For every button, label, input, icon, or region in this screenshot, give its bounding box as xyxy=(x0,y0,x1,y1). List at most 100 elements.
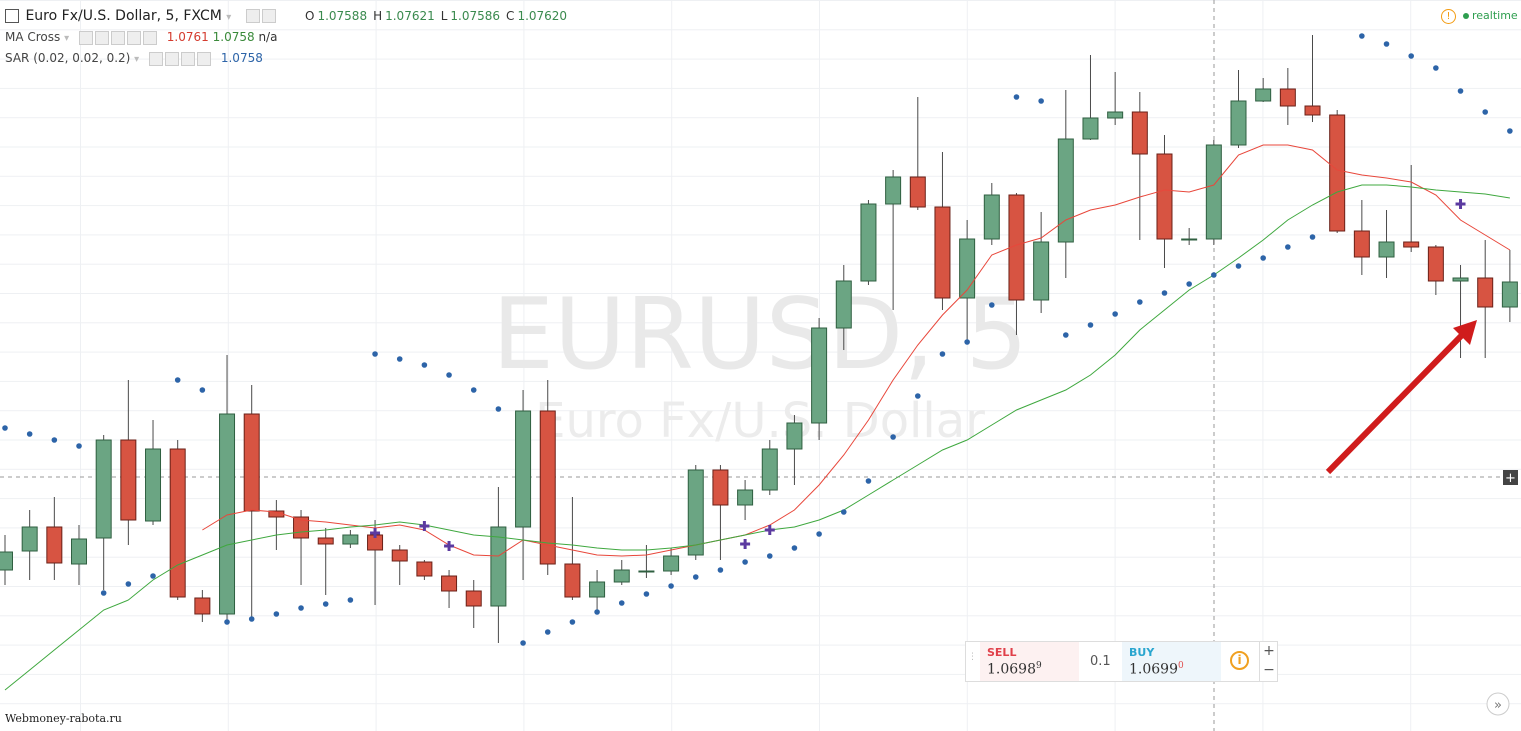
sar-dot xyxy=(421,362,428,368)
series-layer xyxy=(0,33,1518,691)
plus-icon: + xyxy=(1505,471,1516,486)
icon[interactable] xyxy=(110,30,125,45)
buy-button[interactable]: BUY 1.06990 xyxy=(1122,642,1221,681)
candle-body xyxy=(1230,100,1247,146)
icon[interactable] xyxy=(197,51,212,66)
sar-dot xyxy=(692,574,699,580)
candle-body xyxy=(416,561,433,577)
candle-body xyxy=(515,410,532,528)
dropdown[interactable]: ▾ xyxy=(134,54,140,65)
candle-body xyxy=(1378,241,1395,258)
sar-dot xyxy=(1087,322,1094,328)
arrow xyxy=(1325,329,1468,475)
candle-body xyxy=(1008,194,1025,301)
icon[interactable] xyxy=(165,51,180,66)
icon[interactable] xyxy=(78,30,93,45)
sell-price: 1.06989 xyxy=(987,661,1042,678)
sar-dot xyxy=(1063,332,1069,338)
sar-dot xyxy=(791,545,798,551)
candle-body xyxy=(219,413,236,615)
sar-dot xyxy=(668,583,674,589)
icon[interactable] xyxy=(126,30,141,45)
sar-dot xyxy=(717,567,724,573)
drag-handle[interactable]: ⋮⋮ xyxy=(968,652,986,662)
scroll-button[interactable] xyxy=(1486,692,1510,716)
cross-marker xyxy=(444,541,455,551)
price: 1.0698 xyxy=(987,661,1036,678)
header-row: Euro Fx/U.S. Dollar, 5, FXCM ▾ xyxy=(5,8,278,24)
candle-body xyxy=(0,551,13,571)
ohlc-key: C xyxy=(506,9,515,23)
size-buttons[interactable]: + − xyxy=(1259,642,1278,681)
crosshair-add-button[interactable] xyxy=(1503,470,1518,485)
info-button[interactable]: i xyxy=(1230,651,1249,670)
candle-body xyxy=(811,327,828,424)
icon[interactable] xyxy=(261,9,276,23)
warning-icon[interactable]: ! xyxy=(1441,9,1456,24)
candle-body xyxy=(46,526,63,564)
candle-body xyxy=(1057,138,1074,243)
candle-body xyxy=(786,422,803,450)
candle-body xyxy=(1107,111,1124,119)
ohlc-key: H xyxy=(373,9,383,23)
candle-body xyxy=(243,413,260,512)
ma-slow-value: 1.0758 xyxy=(212,30,255,44)
cross-marker xyxy=(370,528,381,538)
dropdown[interactable]: ▾ xyxy=(226,12,232,23)
sar-dot xyxy=(1211,272,1217,278)
icon[interactable] xyxy=(94,30,109,45)
candle-body xyxy=(1329,114,1346,232)
sar-dot xyxy=(643,591,650,597)
candle-body xyxy=(1304,105,1321,116)
moving-average-line xyxy=(202,144,1511,557)
sar-dot xyxy=(1507,128,1513,134)
sar-dot xyxy=(1038,98,1044,104)
sar-dot xyxy=(890,434,896,440)
sell-button[interactable]: SELL 1.06989 xyxy=(980,642,1079,681)
sar-dot xyxy=(174,377,181,383)
buy-price: 1.06990 xyxy=(1129,661,1184,678)
sar-dot xyxy=(26,431,33,437)
candle-body xyxy=(1033,241,1050,301)
sar-dot xyxy=(372,351,378,357)
candle-body xyxy=(712,469,729,506)
cross-marker xyxy=(1455,199,1466,209)
collapse-icon[interactable] xyxy=(5,9,19,23)
sar-dot xyxy=(298,605,304,611)
quantity[interactable]: 0.1 xyxy=(1090,654,1111,669)
candle-body xyxy=(1156,153,1173,240)
sar-dot xyxy=(1186,281,1192,287)
dropdown[interactable]: ▾ xyxy=(64,33,70,44)
sar-dot xyxy=(964,339,970,345)
sar-dot xyxy=(865,478,872,484)
ohlc-legend: O 1.07588 H 1.07621 L 1.07586 C 1.07620 xyxy=(305,9,573,23)
sar-dot xyxy=(914,393,921,399)
sell-label: SELL xyxy=(987,646,1017,659)
candle-body xyxy=(1477,277,1494,308)
candle-body xyxy=(1279,88,1296,107)
sar-value: 1.0758 xyxy=(220,51,263,65)
scroll-icon: » xyxy=(1494,698,1502,713)
sar-dot xyxy=(495,406,502,412)
sar-dot xyxy=(248,616,255,622)
candle-body xyxy=(441,575,458,592)
candle-body xyxy=(465,590,482,607)
candle-body xyxy=(1181,238,1198,241)
icon[interactable] xyxy=(245,9,260,23)
icon[interactable] xyxy=(142,30,157,45)
candle-body xyxy=(909,176,926,208)
candle-body xyxy=(687,469,704,556)
cross-marker xyxy=(419,521,430,531)
candle-body xyxy=(564,563,581,598)
sar-dot xyxy=(1137,299,1143,305)
status: ! realtime xyxy=(1441,9,1518,24)
sar-dot xyxy=(1013,94,1020,100)
sar-dot xyxy=(199,387,206,393)
icon[interactable] xyxy=(181,51,196,66)
symbol-title: Euro Fx/U.S. Dollar, 5, FXCM xyxy=(25,8,222,24)
candle-body xyxy=(934,206,951,299)
candle-body xyxy=(145,448,162,522)
candle-body xyxy=(1082,117,1099,140)
icon[interactable] xyxy=(149,51,164,66)
